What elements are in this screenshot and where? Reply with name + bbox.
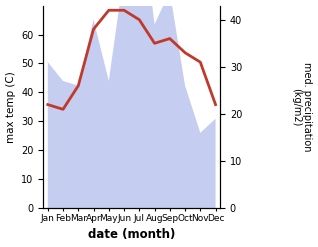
X-axis label: date (month): date (month) [88,228,175,242]
Y-axis label: med. precipitation
(kg/m2): med. precipitation (kg/m2) [291,62,313,152]
Y-axis label: max temp (C): max temp (C) [5,71,16,143]
